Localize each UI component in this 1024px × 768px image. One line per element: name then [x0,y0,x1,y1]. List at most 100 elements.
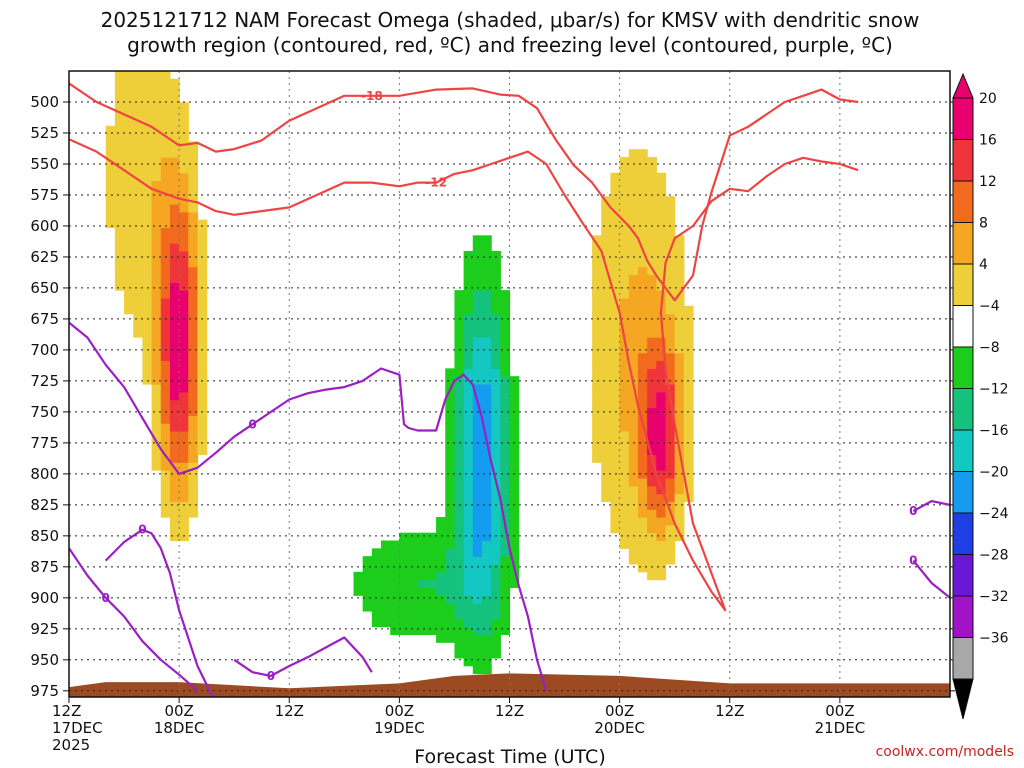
omega-cell [390,595,400,604]
omega-cell [160,188,171,197]
omega-cell [481,485,492,495]
omega-cell [105,180,116,189]
omega-cell [463,360,474,369]
omega-cell [665,274,676,283]
omega-cell [647,524,657,534]
omega-cell [445,509,456,518]
omega-cell [426,610,437,620]
omega-cell [188,313,199,322]
omega-cell [628,415,639,424]
omega-cell [445,485,456,495]
omega-cell [197,313,208,322]
omega-cell [500,618,511,628]
colorbar-label: −4 [979,298,1000,314]
omega-cell [481,642,492,651]
omega-cell [463,297,474,307]
omega-cell [463,595,474,604]
omega-cell [160,133,171,143]
omega-cell [151,102,162,111]
omega-cell [656,384,667,393]
omega-cell [179,399,189,409]
omega-cell [371,603,382,612]
omega-cell [188,204,199,213]
omega-cell [601,297,612,307]
omega-cell [114,282,125,291]
omega-cell [454,352,465,362]
omega-cell [637,337,648,346]
omega-cell [151,172,162,182]
omega-cell [169,470,180,479]
omega-cell [179,501,189,510]
omega-cell [188,282,199,291]
x-tick-label: 00Z [825,702,854,720]
omega-cell [674,329,685,338]
omega-cell [509,579,520,589]
omega-cell [481,290,492,299]
omega-cell [500,391,511,401]
omega-cell [500,556,511,565]
omega-cell [628,258,639,268]
omega-cell [408,563,419,573]
omega-cell [472,368,483,377]
omega-cell [417,626,428,635]
omega-cell [472,329,483,338]
omega-cell [454,313,465,322]
omega-cell [454,626,465,635]
omega-cell [160,462,171,471]
omega-cell [491,344,501,354]
omega-cell [454,524,465,534]
omega-cell [665,329,676,338]
omega-cell [628,329,639,338]
omega-cell [151,250,162,260]
omega-cell [637,391,648,401]
omega-cell [142,219,153,229]
omega-cell [454,517,465,526]
omega-cell [601,470,612,479]
omega-cell [463,618,474,628]
omega-cell [601,274,612,283]
freezing-level-contour [912,500,950,513]
x-tick-label: 00Z [385,702,414,720]
omega-cell [417,595,428,604]
omega-cell [665,337,676,346]
omega-cell [445,571,456,581]
y-tick-label: 675 [30,310,59,328]
omega-cell [463,282,474,291]
omega-cell [463,501,474,510]
omega-cell [509,548,520,557]
omega-cell [179,485,189,495]
omega-cell [491,250,501,260]
omega-cell [481,235,492,244]
omega-cell [114,211,125,221]
omega-cell [188,368,199,377]
omega-cell [463,454,474,463]
omega-cell [151,78,162,88]
omega-cell [491,305,501,315]
omega-cell [481,376,492,385]
omega-cell [610,313,621,322]
omega-cell [142,360,153,369]
omega-cell [500,399,511,409]
omega-cell [114,258,125,268]
omega-cell [160,204,171,213]
omega-cell [169,423,180,432]
omega-cell [472,423,483,432]
omega-cell [610,352,621,362]
omega-cell [169,110,180,119]
omega-cell [151,407,162,416]
omega-cell [417,587,428,596]
omega-cell [133,102,144,111]
omega-cell [445,368,456,377]
omega-cell [197,297,208,307]
freezing-level-contour-label: 0 [248,417,256,431]
omega-cell [472,485,483,495]
omega-cell [628,493,639,502]
omega-cell [124,102,134,111]
colorbar-bin [952,429,974,472]
omega-cell [592,368,602,377]
omega-cell [133,297,144,307]
omega-cell [169,149,180,158]
omega-cell [665,235,676,244]
omega-cell [665,258,676,268]
omega-cell [188,501,199,510]
